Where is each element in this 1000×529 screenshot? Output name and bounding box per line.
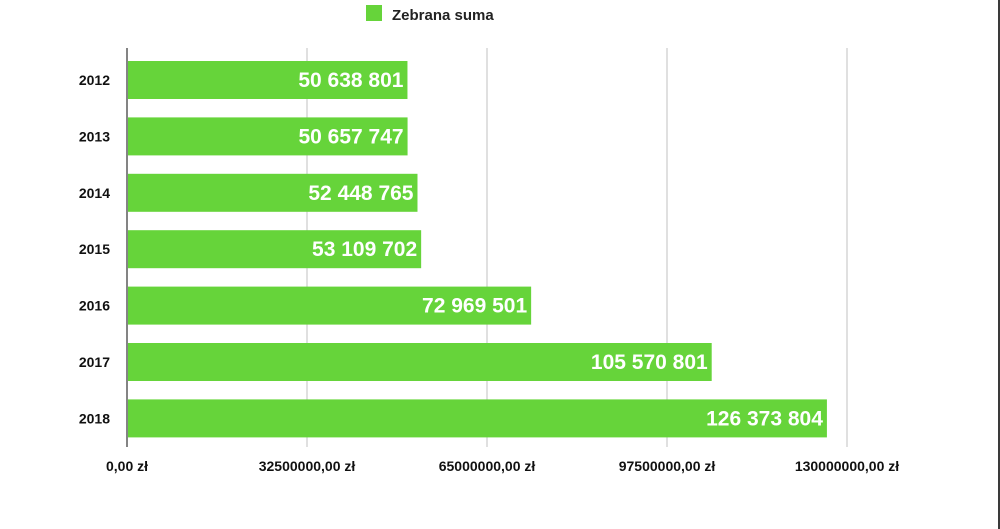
bar-value-label: 53 109 702: [312, 238, 417, 261]
category-label: 2014: [79, 185, 110, 201]
bar: [128, 230, 422, 269]
bar-value-label: 72 969 501: [422, 295, 527, 318]
x-tick-label: 32500000,00 zł: [259, 458, 356, 474]
category-label: 2013: [79, 128, 110, 144]
bars: 50 638 801 50 657 747 52 448 765 53 109 702…: [128, 61, 827, 438]
bar: [128, 286, 532, 325]
legend-label: Zebrana suma: [392, 7, 494, 24]
bar-value-label: 52 448 765: [308, 182, 413, 205]
bar: [128, 399, 827, 438]
bar-value-label: 126 373 804: [706, 407, 823, 430]
legend-swatch: [366, 5, 382, 21]
x-tick-labels: 0,00 zł 32500000,00 zł 65000000,00 zł 97500…: [106, 458, 899, 474]
bar-value-label: 50 638 801: [298, 69, 403, 92]
category-label: 2015: [79, 241, 110, 257]
right-edge-border: [998, 0, 1000, 529]
bar: [128, 173, 418, 212]
bar: [128, 61, 408, 99]
x-tick-label: 97500000,00 zł: [619, 458, 716, 474]
category-label: 2017: [79, 354, 110, 370]
category-label: 2012: [79, 72, 110, 88]
bar-value-label: 105 570 801: [591, 351, 708, 374]
category-labels: 2012 2013 2014 2015 2016 2017 2018: [79, 72, 110, 426]
category-label: 2018: [79, 410, 110, 426]
category-label: 2016: [79, 298, 110, 314]
legend: Zebrana suma: [366, 5, 494, 24]
bar-value-label: 50 657 747: [298, 125, 403, 148]
x-tick-label: 130000000,00 zł: [795, 458, 899, 474]
bar: [128, 343, 712, 381]
bar: [128, 117, 408, 156]
x-tick-label: 65000000,00 zł: [439, 458, 536, 474]
x-tick-label: 0,00 zł: [106, 458, 148, 474]
